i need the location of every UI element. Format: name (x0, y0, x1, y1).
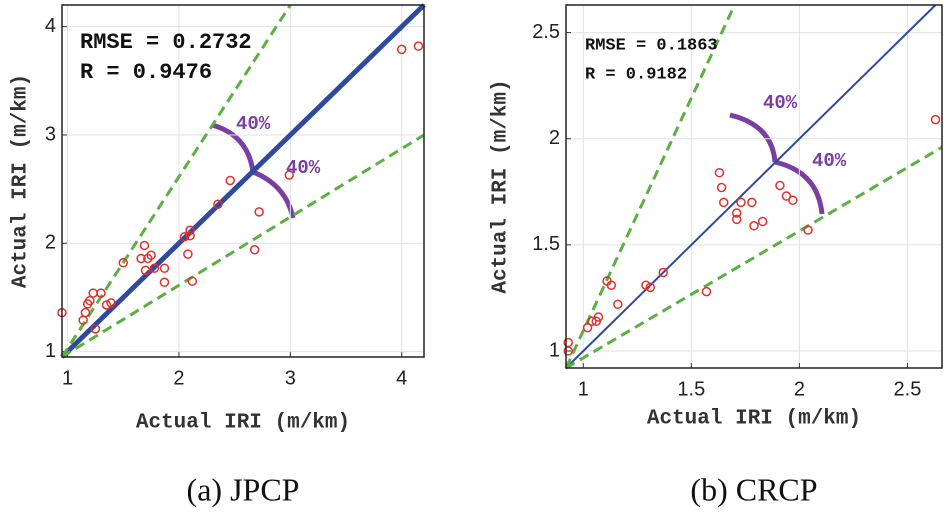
reference-line (565, 4, 937, 369)
y-tick-label: 3 (45, 123, 56, 145)
data-point (213, 199, 223, 210)
data-point (88, 288, 98, 298)
y-axis-label: Actual IRI (m/km) (490, 79, 513, 293)
data-point (582, 322, 593, 333)
data-point (149, 263, 160, 273)
data-point (593, 312, 604, 322)
x-tick-label: 2 (794, 378, 805, 400)
data-point (139, 240, 150, 251)
data-point (396, 44, 407, 55)
data-point (736, 197, 746, 208)
data-point (606, 280, 617, 290)
data-point (747, 197, 757, 208)
reference-line (61, 133, 425, 359)
reference-line (564, 4, 736, 369)
data-point (183, 249, 193, 259)
angle-label: 40% (286, 157, 321, 179)
data-point (249, 245, 260, 255)
stat-annotation: R = 0.9476 (80, 60, 212, 85)
angle-arc (211, 122, 256, 173)
data-point (140, 265, 151, 276)
reference-line (60, 4, 292, 358)
data-point (106, 298, 116, 308)
data-point (701, 286, 712, 297)
data-point (781, 191, 792, 201)
data-point (80, 307, 91, 318)
x-axis-label: Actual IRI (m/km) (136, 412, 350, 435)
caption: (b) CRCP (690, 471, 817, 507)
data-point (185, 230, 195, 241)
y-tick-label: 1 (549, 339, 560, 361)
data-point (613, 299, 623, 310)
data-point (749, 221, 759, 231)
data-point (225, 175, 235, 186)
x-tick-label: 4 (396, 367, 407, 389)
data-point (788, 195, 798, 206)
data-point (716, 182, 727, 193)
stat-annotation: RMSE = 0.1863 (585, 36, 718, 55)
angle-label: 40% (763, 92, 798, 114)
data-point (254, 207, 264, 217)
y-tick-label: 1.5 (532, 233, 560, 255)
plot-frame (61, 4, 425, 358)
stat-annotation: RMSE = 0.2732 (80, 30, 252, 55)
data-point (146, 250, 156, 260)
data-point (731, 214, 742, 225)
x-tick-label: 1 (62, 367, 73, 389)
data-point (587, 316, 597, 327)
data-point (136, 253, 146, 264)
data-point (85, 295, 95, 306)
caption: (a) JPCP (187, 471, 300, 507)
data-point (930, 114, 941, 125)
angle-arc (774, 159, 825, 215)
y-tick-label: 2 (45, 232, 56, 254)
data-point (96, 288, 106, 298)
data-point (731, 208, 742, 218)
x-tick-label: 3 (285, 367, 296, 389)
data-point (179, 232, 190, 242)
angle-arc (729, 112, 778, 163)
stat-annotation: R = 0.9182 (585, 65, 687, 84)
angle-label: 40% (812, 150, 847, 172)
angle-arc (252, 169, 296, 219)
plot-frame (565, 4, 943, 369)
data-point (187, 276, 198, 286)
data-point (803, 225, 813, 235)
x-tick-label: 2 (173, 367, 184, 389)
data-point (413, 41, 424, 51)
data-point (101, 300, 112, 310)
reference-line (565, 145, 943, 370)
data-point (718, 197, 729, 208)
x-axis-label: Actual IRI (m/km) (647, 408, 861, 431)
x-tick-label: 2.5 (894, 378, 922, 400)
data-point (185, 225, 195, 236)
y-axis-label: Actual IRI (m/km) (10, 74, 33, 288)
data-point (90, 324, 101, 334)
y-tick-label: 2 (549, 127, 560, 149)
reference-line (60, 3, 426, 359)
data-point (645, 282, 656, 293)
y-tick-label: 2.5 (532, 21, 560, 43)
data-point (775, 180, 785, 191)
data-point (284, 170, 294, 180)
data-point (714, 167, 725, 178)
data-point (658, 267, 668, 278)
y-tick-label: 1 (45, 340, 56, 362)
x-tick-label: 1 (578, 378, 589, 400)
data-point (159, 277, 170, 288)
data-point (563, 346, 573, 356)
data-point (757, 216, 768, 227)
x-tick-label: 1.5 (677, 378, 705, 400)
data-point (118, 258, 129, 268)
angle-label: 40% (236, 113, 271, 135)
data-point (159, 263, 170, 273)
y-tick-label: 4 (45, 15, 56, 37)
